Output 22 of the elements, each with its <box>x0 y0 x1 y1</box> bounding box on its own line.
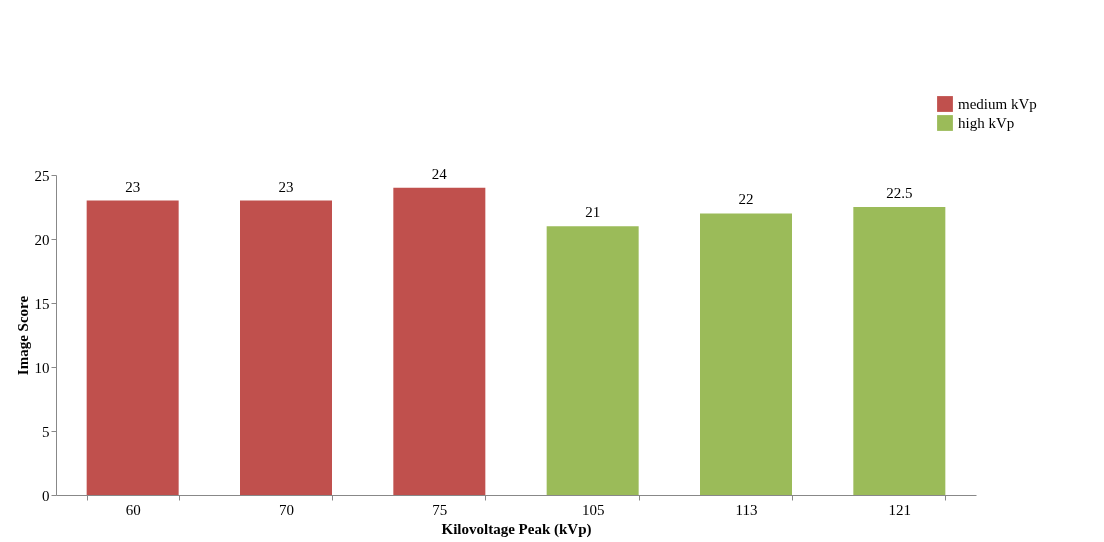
y-tick-label: 15 <box>34 295 50 312</box>
legend-label: high kVp <box>958 115 1015 131</box>
data-label: 23 <box>125 178 141 195</box>
y-tick-label: 10 <box>34 359 50 376</box>
data-label: 21 <box>585 204 601 221</box>
x-tick-label: 113 <box>735 501 758 518</box>
y-tick-label: 0 <box>42 487 50 504</box>
data-label: 22 <box>738 191 754 208</box>
data-label: 22.5 <box>886 185 913 201</box>
x-tick-label: 60 <box>125 501 141 518</box>
data-label: 23 <box>278 178 294 195</box>
y-tick-label: 25 <box>34 167 50 184</box>
y-tick-label: 20 <box>34 231 50 248</box>
y-tick-label: 5 <box>42 423 50 440</box>
x-tick-label: 70 <box>279 501 294 518</box>
data-label: 24 <box>431 165 448 182</box>
x-tick-label: 121 <box>888 501 912 518</box>
x-tick-label: 105 <box>581 501 605 518</box>
x-axis-title: Kilovoltage Peak (kVp) <box>441 520 592 538</box>
legend-label: medium kVp <box>958 96 1037 112</box>
y-axis-title: Image Score <box>14 295 31 376</box>
x-tick-label: 75 <box>432 501 448 518</box>
